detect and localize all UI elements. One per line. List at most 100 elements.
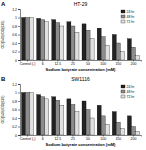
y-tick-label: 0.2 — [12, 125, 17, 129]
legend-swatch — [121, 90, 125, 93]
bar — [120, 52, 124, 61]
bar — [120, 129, 124, 135]
bar — [127, 39, 131, 60]
y-tick-label: 0.6 — [12, 108, 17, 112]
legend-label: 24 hr — [127, 85, 136, 89]
legend-swatch — [121, 85, 125, 88]
bar — [37, 95, 41, 135]
x-tick-label: 200 — [131, 137, 137, 141]
x-tick: 100 — [100, 60, 106, 66]
bar — [90, 39, 94, 60]
bar — [112, 35, 116, 61]
x-tick-label: 50 — [86, 62, 90, 66]
y-tick-label: 1 — [15, 16, 17, 20]
bar — [75, 112, 79, 135]
legend: 24 hr48 hr72 hr — [121, 10, 135, 24]
y-tick-label: 0 — [15, 59, 17, 63]
x-tick: 200 — [131, 60, 137, 66]
y-tick-label: 0.8 — [12, 100, 17, 104]
bars — [22, 18, 140, 61]
bar — [22, 18, 26, 61]
y-axis: 0 0.2 0.4 0.6 0.8 1 1.2 — [12, 8, 20, 63]
bar — [56, 100, 60, 135]
y-tick: 1 — [15, 91, 20, 95]
y-tick: 0.2 — [12, 125, 20, 129]
bar — [86, 30, 90, 60]
y-tick-mark — [18, 127, 20, 128]
x-tick: 6 — [42, 135, 44, 141]
chart-title: SW1116 — [71, 76, 90, 82]
y-tick-label: 0.8 — [12, 25, 17, 29]
y-tick-mark — [18, 118, 20, 119]
x-tick-label: Control (-) — [20, 62, 36, 66]
y-axis-title: OD(540)/OD(630) — [1, 96, 5, 124]
x-tick-label: Control (-) — [20, 137, 36, 141]
y-axis-line — [18, 10, 21, 61]
bar — [90, 118, 94, 135]
y-axis-title: OD(540)/OD(630) — [1, 21, 5, 49]
bar — [105, 124, 109, 135]
x-tick: Control (-) — [20, 135, 36, 141]
bar — [71, 26, 75, 60]
bar — [41, 97, 45, 135]
x-tick-label: 12.5 — [54, 62, 61, 66]
bar — [101, 37, 105, 60]
x-tick: 12.5 — [54, 135, 61, 141]
bar — [52, 97, 56, 135]
y-tick: 1.2 — [12, 83, 20, 87]
y-tick-mark — [18, 35, 20, 36]
bar — [127, 116, 131, 135]
y-tick: 0.6 — [12, 108, 20, 112]
bar — [97, 105, 101, 135]
legend-label: 48 hr — [127, 90, 136, 94]
bar — [45, 99, 49, 135]
figure: A HT-29 0 0.2 0.4 0.6 0.8 1 1.2 Control (-) 6 12.5 2… — [0, 0, 146, 150]
y-tick-label: 1 — [15, 91, 17, 95]
y-tick-label: 0.4 — [12, 42, 17, 46]
legend-swatch — [121, 20, 125, 23]
y-axis: 00.20.40.60.811.2 — [12, 83, 20, 138]
panel-letter: A — [1, 1, 6, 7]
y-tick-label: 0.6 — [12, 33, 17, 37]
x-tick-label: 150 — [115, 137, 121, 141]
y-tick-mark — [18, 43, 20, 44]
y-tick: 0.8 — [12, 25, 20, 29]
bar — [67, 99, 71, 135]
bar — [22, 93, 26, 136]
y-axis-line — [18, 85, 21, 136]
bar — [60, 26, 64, 60]
bar — [26, 18, 30, 61]
bar — [41, 20, 45, 60]
y-tick-label: 1.2 — [12, 8, 17, 12]
x-tick-label: 200 — [131, 62, 137, 66]
x-axis-line — [21, 61, 142, 62]
y-tick-mark — [18, 84, 20, 85]
panel: BSW111600.20.40.60.811.2Control (-)612.5… — [1, 76, 142, 147]
x-tick-label: 100 — [100, 62, 106, 66]
x-tick: 100 — [100, 135, 106, 141]
panel: A HT-29 0 0.2 0.4 0.6 0.8 1 1.2 Control (-) 6 12.5 2… — [1, 1, 142, 72]
y-tick-mark — [18, 135, 20, 136]
legend-label: 48 hr — [127, 15, 136, 19]
y-tick-mark — [18, 101, 20, 102]
bars — [22, 93, 140, 136]
y-tick-label: 0.4 — [12, 117, 17, 121]
x-tick-label: 12.5 — [54, 137, 61, 141]
legend-label: 72 hr — [127, 95, 136, 99]
bar — [82, 24, 86, 60]
y-tick-label: 0.2 — [12, 50, 17, 54]
y-tick: 0.4 — [12, 42, 20, 46]
x-axis: Control (-)612.52550100150200 — [20, 135, 142, 141]
x-tick: 50 — [86, 135, 90, 141]
bar — [75, 32, 79, 60]
bar — [30, 18, 34, 61]
bar — [131, 127, 135, 136]
y-tick-mark — [18, 18, 20, 19]
y-tick-mark — [18, 110, 20, 111]
chart-title: HT-29 — [74, 1, 88, 7]
y-tick: 1.2 — [12, 8, 20, 12]
y-tick-mark — [18, 26, 20, 27]
y-tick-mark — [18, 93, 20, 94]
x-tick: 150 — [115, 135, 121, 141]
x-tick-label: 6 — [42, 62, 44, 66]
